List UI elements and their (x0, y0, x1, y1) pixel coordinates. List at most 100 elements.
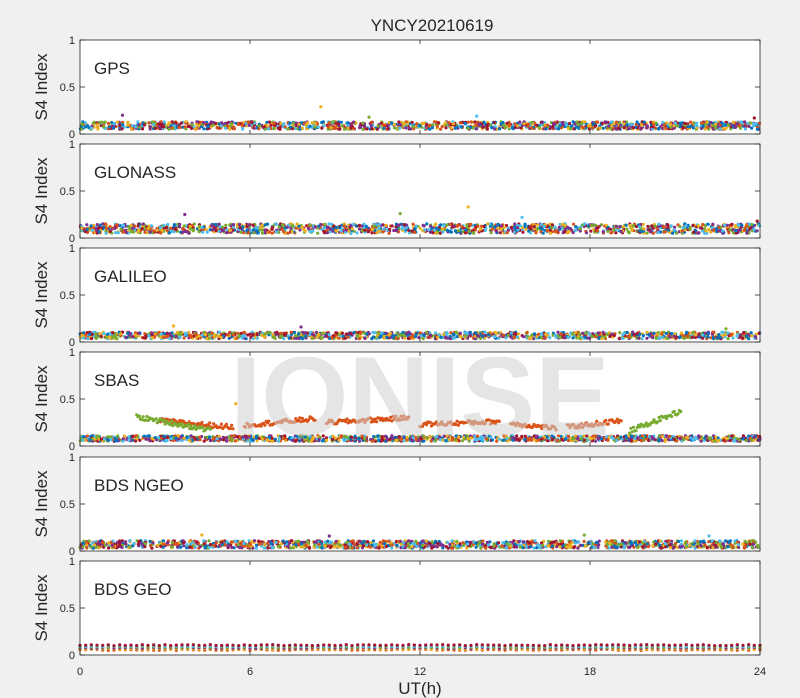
data-point (188, 439, 192, 443)
data-point (528, 231, 533, 235)
data-point (553, 225, 557, 229)
data-point (448, 229, 452, 234)
data-point (449, 126, 453, 130)
data-point (452, 224, 457, 228)
data-point (399, 123, 403, 127)
data-point (701, 124, 705, 128)
data-point (370, 227, 375, 231)
data-point (753, 335, 758, 339)
data-point (490, 227, 494, 231)
data-point (737, 438, 742, 442)
data-point (350, 227, 354, 231)
data-point (425, 222, 429, 226)
data-point (498, 127, 502, 131)
data-point (627, 231, 631, 235)
data-point (365, 127, 369, 131)
data-point (272, 121, 276, 125)
data-point (270, 231, 274, 235)
data-point (150, 336, 155, 340)
data-point (94, 332, 98, 336)
data-point (721, 127, 725, 131)
data-point (205, 230, 209, 234)
data-point (138, 438, 142, 442)
y-tick-label: 1 (69, 243, 75, 255)
data-point (272, 127, 276, 131)
data-point (411, 222, 415, 226)
data-point (98, 120, 102, 124)
data-point (291, 121, 295, 125)
data-point (463, 231, 468, 235)
data-point (604, 120, 608, 124)
data-point (728, 228, 732, 232)
data-point (325, 231, 329, 235)
data-point (425, 122, 429, 127)
data-point (280, 223, 285, 227)
data-point (624, 223, 628, 227)
data-point (590, 223, 594, 228)
data-point (212, 333, 216, 337)
data-point (187, 231, 191, 235)
data-point (718, 127, 722, 131)
data-point (660, 332, 664, 336)
data-point (669, 332, 674, 336)
data-point (750, 334, 754, 338)
data-point (614, 120, 619, 124)
data-point (152, 229, 156, 233)
data-point (532, 225, 536, 229)
data-point (632, 332, 636, 337)
data-point (140, 227, 144, 231)
data-point (361, 127, 365, 131)
data-point (468, 222, 472, 227)
data-point (149, 224, 154, 228)
data-point (210, 224, 214, 228)
data-point (659, 230, 663, 234)
data-point (108, 229, 112, 233)
data-point (263, 228, 267, 232)
data-point (366, 229, 370, 234)
data-point (369, 124, 373, 128)
data-point (671, 231, 675, 235)
data-point (535, 223, 540, 227)
data-point (194, 127, 198, 131)
data-point (724, 327, 728, 331)
data-point (522, 122, 526, 126)
data-point (595, 120, 599, 124)
data-point (561, 122, 565, 127)
data-point (121, 230, 125, 234)
data-point (457, 228, 461, 233)
data-point (340, 124, 344, 128)
data-point (120, 223, 125, 227)
data-point (105, 332, 110, 336)
data-point (729, 332, 734, 336)
data-point (660, 335, 665, 339)
data-point (542, 224, 546, 229)
data-point (327, 222, 331, 226)
data-point (286, 127, 290, 131)
data-point (413, 227, 417, 231)
data-point (370, 231, 374, 235)
data-point (621, 225, 626, 229)
data-point (102, 331, 106, 336)
data-point (104, 231, 108, 235)
data-point (721, 330, 725, 334)
data-point (757, 224, 762, 228)
data-point (453, 229, 457, 233)
data-point (382, 123, 386, 127)
data-point (507, 123, 511, 127)
data-point (434, 222, 438, 226)
data-point (570, 124, 574, 128)
data-point (606, 229, 610, 233)
data-point (448, 222, 452, 226)
data-point (228, 228, 232, 232)
data-point (112, 126, 116, 130)
data-point (143, 336, 147, 340)
data-point (94, 227, 98, 231)
data-point (629, 123, 633, 127)
data-point (241, 225, 245, 229)
data-point (444, 126, 448, 130)
data-point (587, 127, 591, 131)
data-point (733, 225, 737, 229)
data-point (369, 120, 373, 124)
data-point (201, 230, 205, 234)
